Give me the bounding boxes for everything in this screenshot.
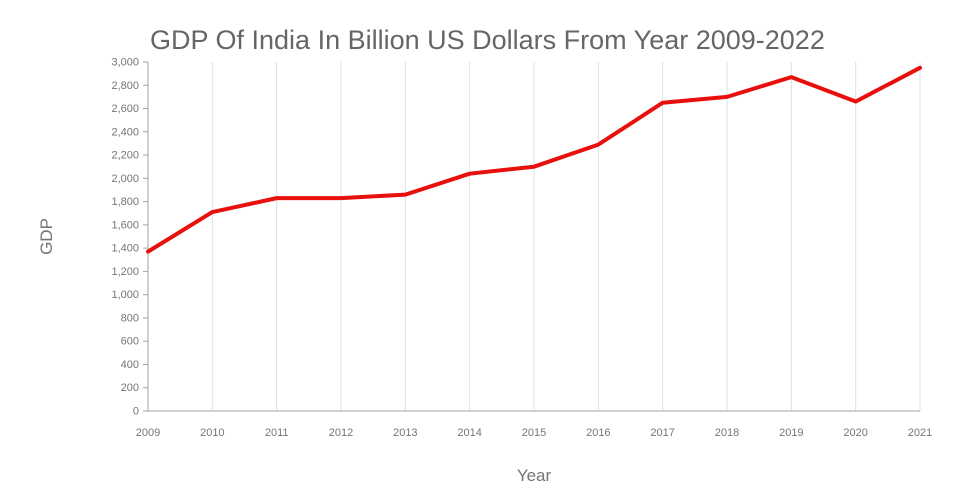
y-tick-label: 3,000 <box>111 57 139 69</box>
y-tick-label: 1,200 <box>111 266 139 278</box>
y-tick-label: 2,800 <box>111 80 139 92</box>
y-tick-label: 1,400 <box>111 243 139 255</box>
x-tick-label: 2020 <box>843 427 867 439</box>
y-tick-label: 0 <box>133 406 139 418</box>
y-tick-label: 2,600 <box>111 103 139 115</box>
y-tick-label: 400 <box>121 359 139 371</box>
y-tick-label: 2,000 <box>111 173 139 185</box>
x-tick-label: 2021 <box>908 427 932 439</box>
y-tick-label: 2,200 <box>111 150 139 162</box>
x-tick-label: 2016 <box>586 427 610 439</box>
gdp-series-line <box>146 65 922 254</box>
x-axis-title: Year <box>517 466 552 485</box>
y-tick-label: 800 <box>121 312 139 324</box>
x-tick-label: 2012 <box>329 427 353 439</box>
x-tick-label: 2009 <box>136 427 160 439</box>
x-tick-label: 2010 <box>200 427 224 439</box>
y-tick-label: 1,600 <box>111 219 139 231</box>
x-tick-label: 2013 <box>393 427 417 439</box>
y-tick-label: 200 <box>121 382 139 394</box>
y-tick-label: 600 <box>121 336 139 348</box>
x-tick-label: 2018 <box>715 427 739 439</box>
y-tick-label: 1,000 <box>111 289 139 301</box>
x-tick-label: 2019 <box>779 427 803 439</box>
y-axis-title: GDP <box>37 218 56 255</box>
x-tick-label: 2017 <box>650 427 674 439</box>
y-tick-label: 1,800 <box>111 196 139 208</box>
chart-title: GDP Of India In Billion US Dollars From … <box>150 25 825 55</box>
x-tick-label: 2014 <box>457 427 481 439</box>
x-tick-label: 2011 <box>265 427 289 439</box>
y-tick-label: 2,400 <box>111 126 139 138</box>
x-tick-label: 2015 <box>522 427 546 439</box>
